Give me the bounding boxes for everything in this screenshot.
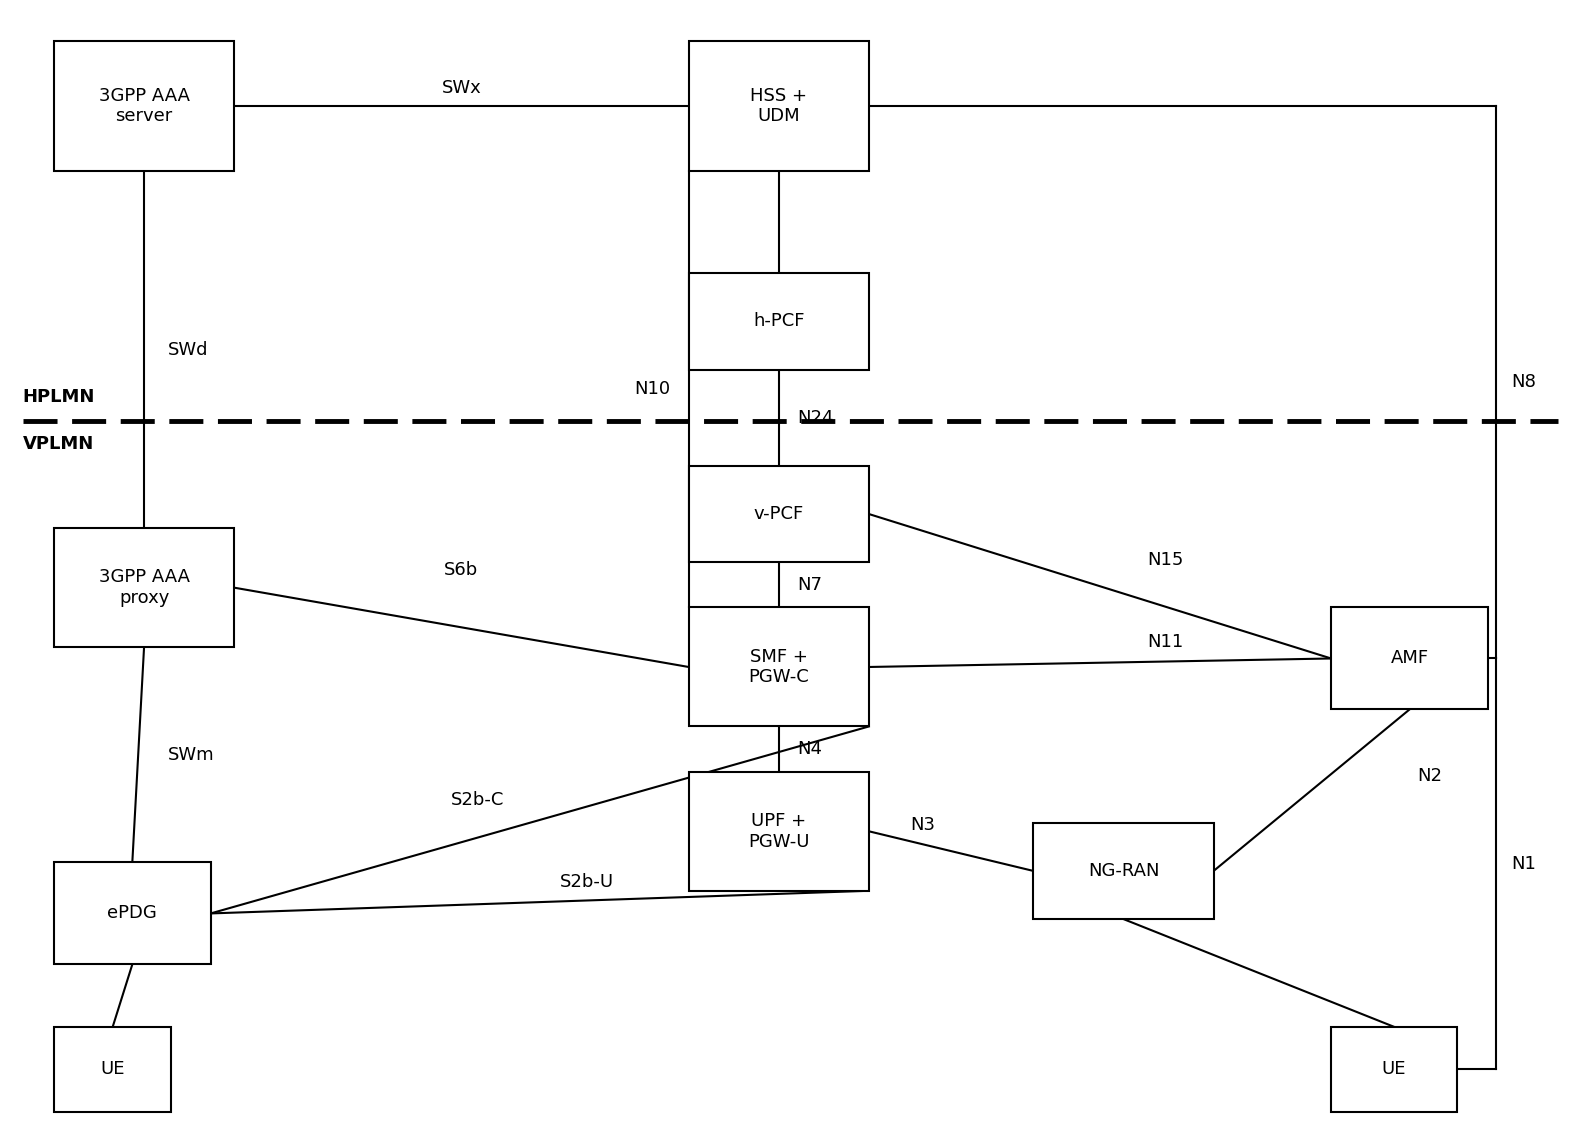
Text: N15: N15	[1148, 552, 1184, 569]
FancyBboxPatch shape	[1331, 1027, 1456, 1111]
FancyBboxPatch shape	[689, 273, 870, 369]
Text: ePDG: ePDG	[108, 905, 157, 922]
Text: N7: N7	[797, 576, 822, 594]
FancyBboxPatch shape	[54, 528, 234, 647]
Text: S6b: S6b	[444, 561, 479, 578]
Text: N4: N4	[797, 740, 822, 758]
Text: h-PCF: h-PCF	[753, 312, 805, 330]
FancyBboxPatch shape	[54, 41, 234, 171]
Text: SWx: SWx	[441, 79, 481, 97]
Text: UE: UE	[101, 1060, 125, 1078]
FancyBboxPatch shape	[54, 1027, 171, 1111]
FancyBboxPatch shape	[1034, 822, 1214, 919]
Text: SWd: SWd	[168, 341, 209, 359]
Text: N2: N2	[1417, 766, 1442, 785]
Text: v-PCF: v-PCF	[754, 505, 803, 523]
Text: SWm: SWm	[168, 746, 213, 764]
FancyBboxPatch shape	[689, 608, 870, 726]
Text: N8: N8	[1511, 373, 1537, 391]
Text: S2b-U: S2b-U	[560, 873, 613, 891]
Text: UPF +
PGW-U: UPF + PGW-U	[748, 812, 809, 851]
Text: HPLMN: HPLMN	[22, 388, 95, 406]
Text: N3: N3	[911, 817, 936, 834]
FancyBboxPatch shape	[1331, 608, 1488, 710]
Text: 3GPP AAA
proxy: 3GPP AAA proxy	[98, 568, 190, 607]
FancyBboxPatch shape	[54, 863, 210, 965]
Text: N1: N1	[1511, 855, 1537, 873]
FancyBboxPatch shape	[689, 466, 870, 562]
FancyBboxPatch shape	[689, 772, 870, 891]
Text: S2b-C: S2b-C	[451, 790, 504, 809]
Text: SMF +
PGW-C: SMF + PGW-C	[748, 648, 809, 686]
Text: N10: N10	[634, 381, 670, 398]
Text: AMF: AMF	[1390, 649, 1429, 668]
Text: NG-RAN: NG-RAN	[1088, 861, 1159, 880]
Text: N24: N24	[797, 408, 835, 427]
Text: HSS +
UDM: HSS + UDM	[751, 87, 808, 125]
Text: VPLMN: VPLMN	[22, 435, 93, 453]
Text: 3GPP AAA
server: 3GPP AAA server	[98, 87, 190, 125]
Text: N11: N11	[1148, 633, 1183, 651]
Text: UE: UE	[1382, 1060, 1406, 1078]
FancyBboxPatch shape	[689, 41, 870, 171]
